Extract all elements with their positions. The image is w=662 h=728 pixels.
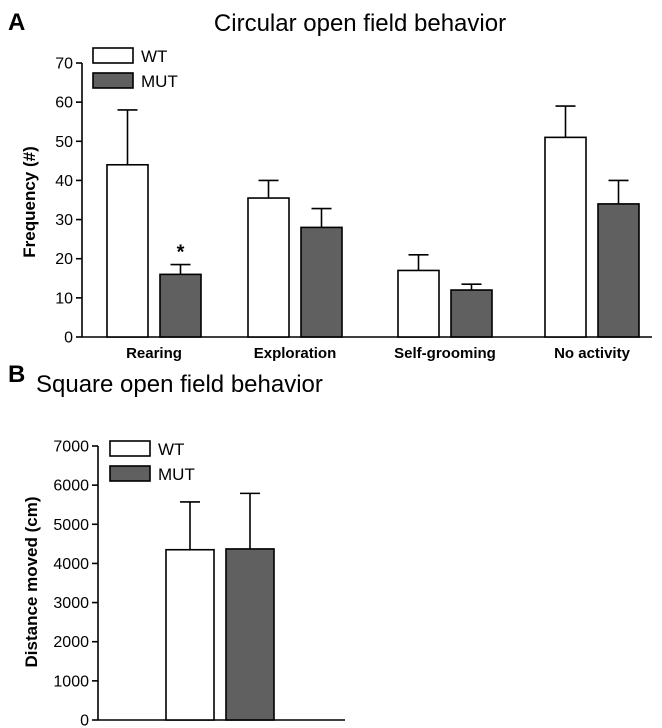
panel-b-y-tick-label: 2000 <box>53 634 89 651</box>
panel-a-y-tick-label: 30 <box>55 212 73 229</box>
panel-a-significance-marker: * <box>177 242 185 264</box>
panel-b-legend-swatch-mut <box>109 465 151 482</box>
panel-a-plot: 0 10 20 30 40 50 60 70 * Rearing Exploration Self-g… <box>55 56 652 362</box>
panel-a-legend-label-mut: MUT <box>141 72 178 91</box>
panel-b-y-tick-label: 0 <box>80 713 89 728</box>
panel-b-y-tick-label: 7000 <box>53 439 89 456</box>
panel-b-y-tick-label: 1000 <box>53 673 89 690</box>
panel-b-plot: 0 1000 2000 3000 4000 5000 6000 7000 <box>53 439 345 728</box>
panel-b-legend: WT MUT <box>109 440 195 484</box>
panel-a-y-tick-label: 0 <box>64 330 73 347</box>
panel-a-bar-wt-rearing <box>106 163 149 338</box>
panel-a-bar-mut-self-grooming <box>450 289 493 338</box>
panel-a-letter: A <box>8 9 25 36</box>
panel-b-legend-label-mut: MUT <box>158 465 195 484</box>
panel-a-bar-mut-exploration <box>300 226 343 338</box>
panel-a-bar-wt-exploration <box>247 197 290 338</box>
panel-a-y-tick-label: 40 <box>55 173 73 190</box>
panel-a-y-tick-label: 70 <box>55 56 73 73</box>
panel-b-legend-swatch-wt <box>109 440 151 457</box>
panel-b-y-tick-label: 4000 <box>53 556 89 573</box>
panel-a-bar-mut-rearing <box>159 273 202 338</box>
panel-b-title: Square open field behavior <box>36 371 323 398</box>
panel-a-y-tick-label: 10 <box>55 290 73 307</box>
panel-a-y-axis-label: Frequency (#) <box>20 146 39 257</box>
panel-a-y-tick-label: 60 <box>55 95 73 112</box>
panel-a-category-label: Exploration <box>254 345 337 362</box>
panel-b-y-tick-label: 6000 <box>53 478 89 495</box>
panel-b-letter: B <box>8 361 25 388</box>
panel-a-y-tick-label: 20 <box>55 251 73 268</box>
panel-b-bar-mut-item <box>225 548 275 721</box>
panel-a-legend-swatch-mut <box>92 72 134 89</box>
panel-a-legend-label-wt: WT <box>141 47 167 66</box>
panel-b-y-tick-label: 5000 <box>53 517 89 534</box>
panel-b-bar-wt-item <box>165 548 215 721</box>
panel-a-bar-wt-no-activity <box>544 136 587 338</box>
panel-a-category-label: Self-grooming <box>394 345 496 362</box>
panel-b-y-axis-label: Distance moved (cm) <box>22 497 41 668</box>
panel-a-category-label: No activity <box>554 345 631 362</box>
panel-a-legend: WT MUT <box>92 47 178 91</box>
panel-a-bar-mut-no-activity <box>597 203 640 338</box>
panel-b-y-tick-label: 3000 <box>53 595 89 612</box>
panel-a-bar-wt-self-grooming <box>397 269 440 338</box>
panel-b-legend-label-wt: WT <box>158 440 184 459</box>
panel-a-category-label: Rearing <box>126 345 182 362</box>
panel-a-legend-swatch-wt <box>92 47 134 64</box>
panel-a-title: Circular open field behavior <box>214 10 506 37</box>
panel-a-y-tick-label: 50 <box>55 134 73 151</box>
